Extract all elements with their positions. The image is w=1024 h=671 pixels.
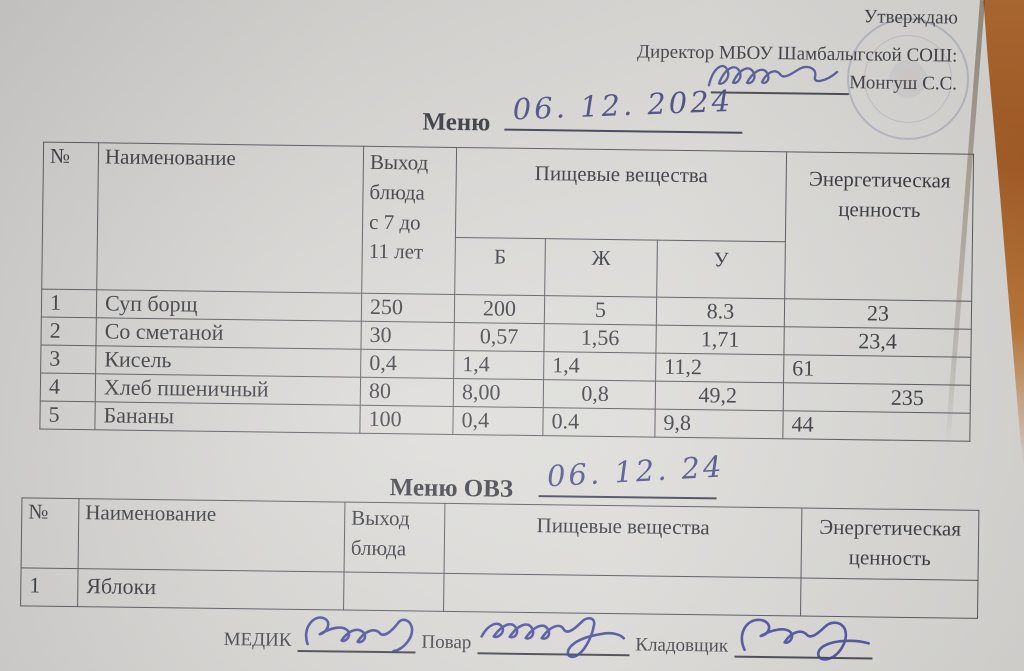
- cell-name: Кисель: [95, 345, 361, 378]
- cell-name: Со сметаной: [95, 317, 362, 350]
- cell-energy: 235: [783, 382, 971, 414]
- cell-out: 100: [359, 405, 454, 435]
- col-header-carbs: У: [656, 240, 786, 299]
- col-header-energy: Энергетическая ценность: [801, 508, 979, 581]
- cell-carbs: 49,2: [655, 381, 784, 411]
- approval-word: Утверждаю: [863, 6, 958, 29]
- cell-name: Бананы: [94, 401, 361, 434]
- menu2-title-label: Меню ОВЗ: [389, 474, 514, 503]
- col-header-out: Выход блюда: [344, 502, 445, 574]
- col-header-out: Выход блюда с 7 до 11 лет: [361, 146, 457, 295]
- cook-label: Повар: [421, 631, 472, 654]
- cell-out: 80: [360, 377, 454, 407]
- menu2-date-handwritten: 06. 12. 24: [546, 449, 726, 494]
- cell-fat: 0.4: [542, 407, 656, 438]
- menu1-header-row: № Наименование Выход блюда с 7 до 11 лет…: [41, 142, 974, 302]
- director-signature-line: [708, 65, 850, 96]
- cell-name: Хлеб пшеничный: [95, 373, 361, 406]
- cell-fat: 1,56: [543, 323, 657, 354]
- cell-protein: 0,4: [452, 406, 544, 436]
- menu1-date-line: 06. 12. 2024: [504, 84, 743, 134]
- menu2-date-line: 06. 12. 24: [538, 449, 726, 500]
- cell-out: 30: [360, 321, 455, 351]
- cell-no: 2: [40, 317, 97, 346]
- director-name: Монгуш С.С.: [849, 71, 958, 95]
- cell-out: 0,4: [360, 349, 454, 379]
- storekeeper-signature-line: [733, 618, 873, 661]
- cell-fat: 1,4: [543, 351, 656, 382]
- cell-energy: 23: [784, 298, 972, 330]
- col-header-no: №: [21, 497, 79, 569]
- cell-carbs: 9,8: [654, 409, 784, 439]
- storekeeper-signature-icon: [740, 618, 870, 661]
- cell-energy: 44: [782, 410, 971, 442]
- col-header-energy: Энергетическая ценность: [784, 151, 974, 302]
- cell-fat: 0,8: [543, 379, 656, 410]
- cook-signature-icon: [480, 616, 625, 659]
- menu1-table: № Наименование Выход блюда с 7 до 11 лет…: [39, 142, 974, 442]
- cell-no: 3: [40, 345, 96, 374]
- cell-name: Суп борщ: [96, 289, 362, 322]
- cell-no: 5: [39, 401, 96, 430]
- menu2-title: Меню ОВЗ 06. 12. 24: [389, 449, 726, 506]
- menu1-title: Меню 06. 12. 2024: [422, 84, 743, 141]
- cell-protein: 200: [454, 294, 545, 324]
- cell-fat: 5: [544, 295, 657, 326]
- cell-energy: 23,4: [783, 326, 972, 358]
- director-signature-icon: [708, 65, 839, 87]
- cell-carbs: 8.3: [656, 297, 785, 327]
- col-header-nutrients: Пищевые вещества: [455, 147, 787, 242]
- cell-out: [343, 572, 445, 612]
- menu2-table: № Наименование Выход блюда Пищевые вещес…: [20, 497, 979, 619]
- col-header-name: Наименование: [96, 142, 364, 294]
- cell-carbs: 11,2: [655, 353, 784, 383]
- col-header-no: №: [41, 142, 99, 290]
- col-header-nutrients: Пищевые вещества: [444, 503, 802, 579]
- cell-carbs: 1,71: [655, 325, 785, 355]
- col-header-fat: Ж: [544, 238, 658, 298]
- menu2-header-row: № Наименование Выход блюда Пищевые вещес…: [21, 497, 979, 581]
- medic-label: МЕДИК: [223, 628, 292, 651]
- col-header-name: Наименование: [78, 498, 345, 573]
- cell-no: 4: [40, 373, 96, 402]
- cell-protein: 8,00: [453, 378, 544, 408]
- menu1-title-label: Меню: [422, 108, 491, 137]
- cell-protein: 0,57: [453, 322, 545, 352]
- cell-protein: 1,4: [453, 350, 544, 380]
- cook-signature-line: [477, 616, 630, 659]
- cell-energy: [800, 578, 978, 619]
- approval-block: Утверждаю Директор МБОУ Шамбалыгской СОШ…: [637, 2, 958, 97]
- menu1-date-handwritten: 06. 12. 2024: [511, 83, 734, 127]
- medic-signature-line: [297, 616, 416, 654]
- cell-energy: 61: [783, 354, 971, 386]
- col-header-protein: Б: [454, 237, 546, 296]
- cell-out: 250: [361, 293, 455, 323]
- medic-signature-icon: [304, 616, 414, 653]
- cell-no: 1: [20, 567, 79, 607]
- director-signature-row: Монгуш С.С.: [637, 65, 958, 97]
- storekeeper-label: Кладовщик: [635, 634, 729, 657]
- signatures-footer: МЕДИК Повар Кладовщик: [223, 616, 878, 661]
- cell-name: Яблоки: [77, 568, 345, 611]
- cell-no: 1: [41, 289, 97, 318]
